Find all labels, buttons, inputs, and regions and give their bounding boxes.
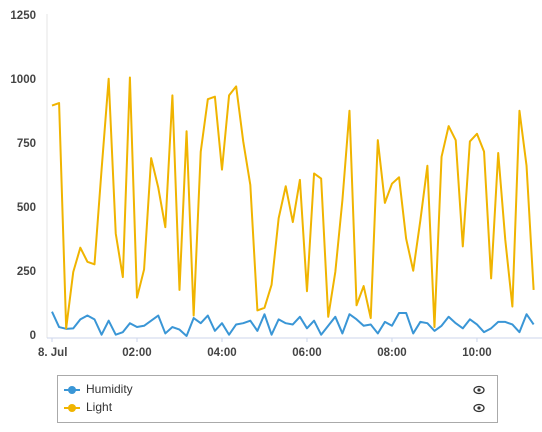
legend-label: Light xyxy=(86,400,113,414)
eye-pupil xyxy=(477,388,481,392)
x-tick-label: 8. Jul xyxy=(38,347,67,359)
eye-pupil xyxy=(477,406,481,410)
eye-outline xyxy=(473,385,485,395)
line-series xyxy=(51,311,535,337)
legend-marker xyxy=(68,404,76,412)
x-tick-label: 10:00 xyxy=(462,347,491,359)
y-tick-label: 0 xyxy=(30,330,36,342)
x-tick-label: 04:00 xyxy=(207,347,236,359)
x-tick-label: 08:00 xyxy=(377,347,406,359)
legend-box xyxy=(57,375,498,423)
y-tick-label: 1000 xyxy=(10,74,36,86)
legend-label: Humidity xyxy=(86,382,133,396)
y-tick-label: 500 xyxy=(17,202,36,214)
legend-item[interactable]: Humidity xyxy=(64,382,485,396)
legend-marker xyxy=(68,386,76,394)
y-tick-label: 750 xyxy=(17,138,36,150)
eye-outline xyxy=(473,403,485,413)
x-tick-label: 02:00 xyxy=(122,347,151,359)
y-tick-label: 250 xyxy=(17,266,36,278)
legend-item[interactable]: Light xyxy=(64,400,485,414)
x-tick-label: 06:00 xyxy=(292,347,321,359)
line-series xyxy=(51,76,535,330)
visibility-toggle[interactable] xyxy=(473,403,485,413)
visibility-toggle[interactable] xyxy=(473,385,485,395)
y-tick-label: 1250 xyxy=(10,10,36,22)
